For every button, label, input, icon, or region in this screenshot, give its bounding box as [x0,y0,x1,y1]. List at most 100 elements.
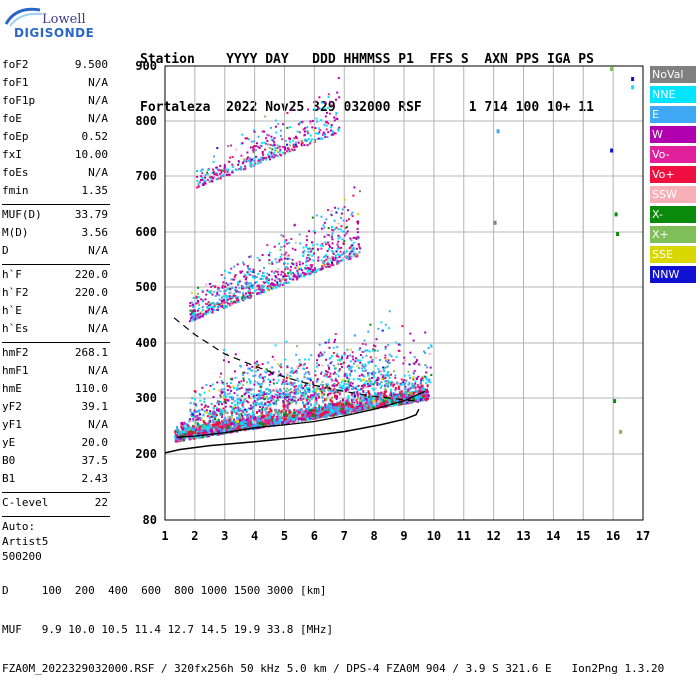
echo-point [287,376,290,379]
echo-point [279,390,282,393]
echo-point [303,130,306,133]
echo-point [345,219,348,222]
echo-point [293,396,296,399]
echo-point [258,270,261,273]
echo-point [203,406,206,409]
echo-point [290,371,293,374]
echo-point [265,368,268,371]
echo-point [267,155,270,158]
echo-point [289,415,293,419]
echo-point [237,160,240,163]
echo-point [358,367,361,370]
echo-point [318,131,321,134]
echo-point [344,402,348,406]
echo-point [259,405,262,408]
echo-point [265,407,268,410]
echo-point [294,417,297,421]
echo-point [273,245,276,248]
echo-point [375,379,378,382]
echo-point [285,251,288,254]
echo-point [274,149,276,152]
param-name: D [2,244,9,257]
echo-point [326,136,329,139]
echo-point [284,266,287,269]
echo-point [225,282,228,285]
param-row: hmF1 N/A [2,364,110,382]
echo-point [213,410,215,413]
echo-point [375,338,378,341]
echo-point [372,406,376,410]
echo-point [267,134,270,137]
echo-point [258,284,261,287]
echo-point [343,252,346,255]
echo-point [276,395,279,398]
echo-point [243,399,246,402]
echo-point [354,334,357,337]
echo-point [311,216,314,219]
param-value: 220.0 [74,268,108,281]
echo-point [243,158,246,161]
echo-point [287,393,290,395]
echo-point [194,316,197,319]
param-value: N/A [88,304,108,317]
echo-point [325,128,328,131]
echo-point [252,151,255,154]
echo-point [283,394,285,397]
echo-point [220,380,223,383]
echo-point [220,388,223,391]
echo-point [244,167,247,170]
echo-point [234,301,237,304]
echo-point [377,400,381,403]
echo-point [233,407,236,410]
echo-point [288,144,291,147]
echo-point [374,380,377,383]
echo-point [303,363,306,365]
echo-point [212,302,215,305]
echo-point [290,383,293,386]
echo-point [219,422,223,426]
echo-point [220,299,223,302]
echo-point [252,375,255,377]
echo-point [289,371,292,374]
echo-point [303,395,306,397]
echo-point [217,303,219,305]
echo-point [315,401,318,405]
echo-point [310,140,312,143]
echo-point [305,412,309,416]
echo-point [228,291,231,294]
echo-point [332,346,335,349]
echo-point [236,425,239,429]
echo-point [407,370,410,373]
echo-point [331,379,334,382]
echo-point [212,423,216,427]
echo-point [220,171,223,174]
echo-point [287,281,290,284]
echo-point [377,377,380,380]
echo-point [387,395,391,399]
echo-point [212,161,215,163]
echo-point [217,403,220,406]
echo-point [233,418,235,422]
echo-point [244,165,246,168]
echo-point [266,244,269,247]
echo-point [328,112,331,115]
echo-point [269,413,273,417]
echo-point [294,276,297,279]
echo-point [315,389,318,392]
echo-point [374,364,377,367]
echo-point [254,370,257,373]
echo-point [213,155,215,158]
echo-point [309,395,312,398]
echo-point [322,133,324,136]
echo-point [321,407,324,411]
echo-point [264,142,267,145]
echo-point [368,391,370,395]
echo-point [273,141,276,144]
echo-point [206,178,209,181]
echo-point [279,282,282,285]
echo-point [417,385,420,389]
echo-point [349,250,352,253]
echo-point [224,416,227,420]
echo-point [339,390,342,393]
echo-point [215,308,218,311]
